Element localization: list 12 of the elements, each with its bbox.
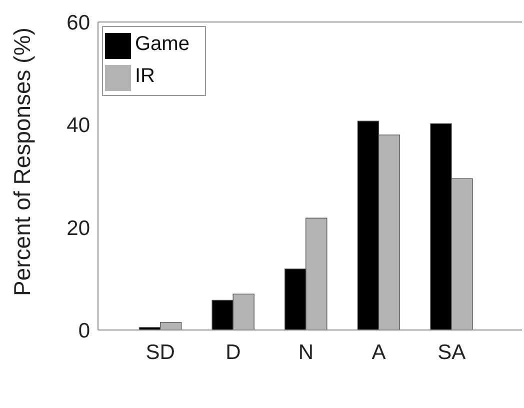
legend-label: IR — [135, 65, 155, 87]
y-tick-label: 20 — [66, 216, 90, 240]
y-tick-label: 40 — [66, 114, 90, 138]
x-tick-label: SA — [438, 340, 466, 364]
y-axis-title: Percent of Responses (%) — [9, 28, 36, 296]
x-tick-label: SD — [146, 340, 175, 364]
x-tick-label: N — [298, 340, 314, 364]
legend-label: Game — [135, 33, 190, 55]
x-tick-label: A — [372, 340, 386, 364]
y-tick-label: 0 — [78, 319, 90, 342]
y-tick-label: 60 — [66, 11, 90, 34]
x-tick-label: D — [226, 340, 241, 364]
